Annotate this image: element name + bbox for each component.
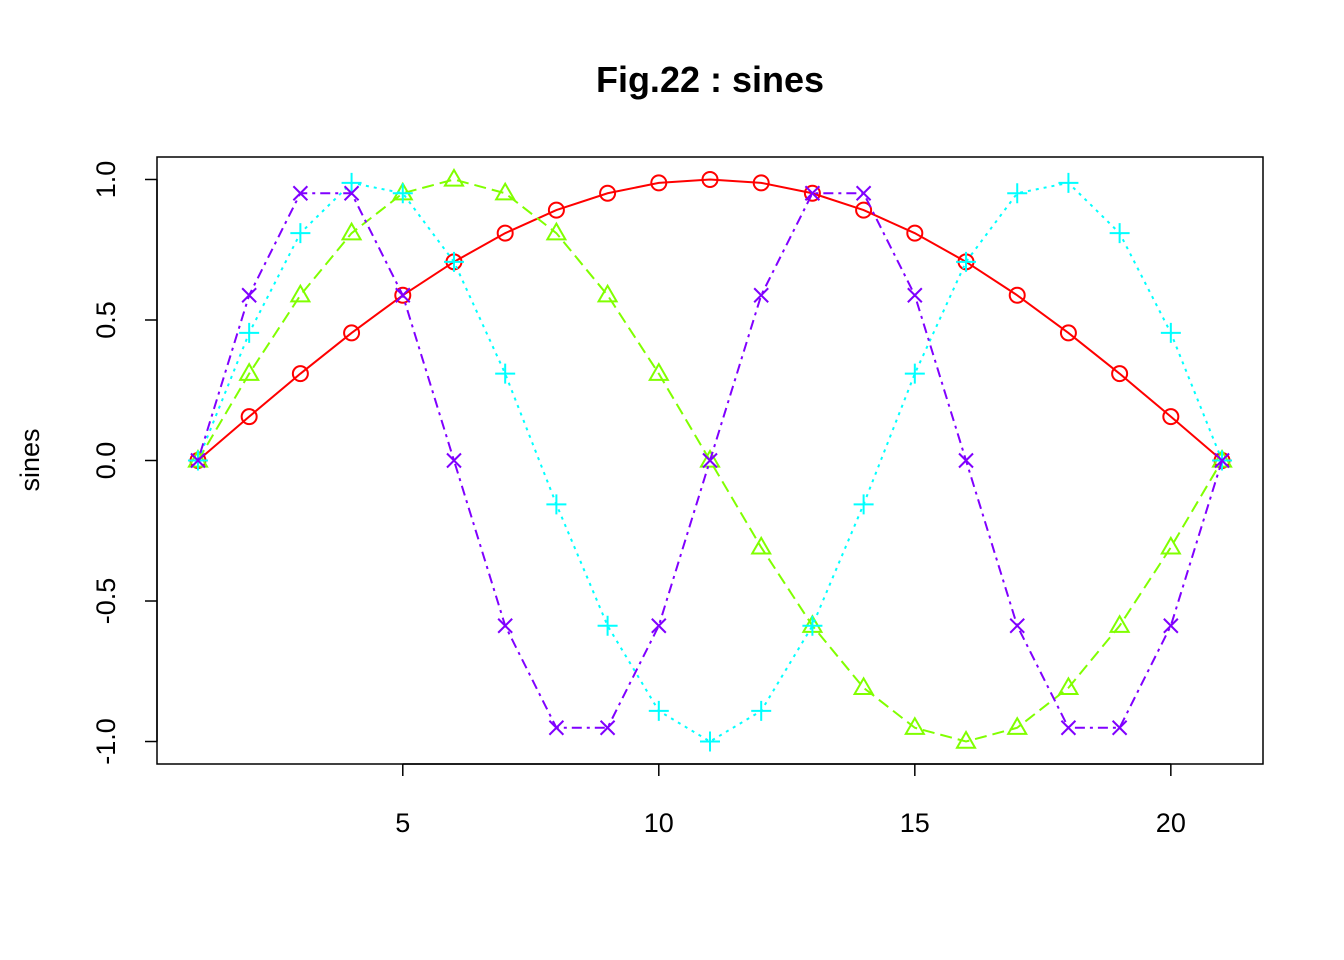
data-point — [804, 185, 821, 201]
x-tick-label: 5 — [395, 808, 410, 838]
data-point — [394, 286, 412, 304]
data-point — [548, 720, 565, 736]
x-tick-label: 10 — [644, 808, 674, 838]
chart-title: Fig.22 : sines — [596, 59, 824, 100]
data-point — [1109, 223, 1130, 244]
data-point — [292, 185, 309, 201]
y-tick-label: -0.5 — [91, 578, 121, 625]
data-point — [341, 172, 362, 193]
data-point — [241, 287, 257, 303]
series-line — [197, 178, 1223, 462]
data-point — [855, 201, 873, 219]
data-point — [852, 676, 875, 696]
x-tick-label: 15 — [900, 808, 930, 838]
data-point — [392, 183, 413, 204]
data-point — [699, 448, 721, 468]
data-point — [750, 535, 772, 555]
data-point — [802, 615, 823, 636]
data-point — [599, 184, 617, 202]
data-point — [1160, 322, 1181, 343]
series-4 — [190, 185, 1230, 736]
data-point — [907, 287, 923, 303]
data-point — [855, 185, 872, 201]
data-point — [1008, 286, 1026, 304]
data-point — [1162, 408, 1180, 426]
data-point — [803, 184, 821, 202]
data-point — [700, 731, 720, 752]
data-point — [596, 283, 619, 303]
data-point — [752, 174, 770, 192]
data-point — [597, 615, 618, 636]
data-point — [496, 224, 514, 242]
series-1 — [189, 170, 1231, 469]
data-point — [904, 716, 926, 735]
data-point — [1009, 618, 1025, 634]
data-point — [906, 224, 924, 242]
data-point — [904, 363, 925, 384]
data-point — [239, 322, 260, 343]
data-point — [956, 251, 977, 272]
data-point — [651, 618, 667, 634]
data-point — [958, 452, 974, 469]
data-point — [238, 362, 260, 381]
data-point — [1108, 614, 1131, 633]
series-3 — [187, 172, 1233, 752]
y-tick-label: -1.0 — [91, 718, 121, 765]
data-point — [290, 223, 311, 244]
data-point — [753, 287, 769, 303]
data-point — [1058, 172, 1079, 193]
data-point — [291, 365, 309, 383]
data-point — [1060, 720, 1077, 736]
data-point — [443, 251, 464, 272]
data-point — [1006, 716, 1028, 735]
data-point — [495, 363, 516, 384]
data-point — [240, 408, 258, 426]
data-point — [955, 730, 977, 749]
y-tick-label: 0.0 — [91, 442, 121, 480]
data-point — [751, 700, 772, 721]
data-point — [547, 201, 565, 219]
data-point — [1057, 676, 1080, 696]
x-tick-label: 20 — [1156, 808, 1186, 838]
data-point — [1111, 365, 1129, 383]
data-point — [343, 185, 360, 201]
data-point — [494, 181, 516, 201]
data-point — [853, 494, 874, 515]
y-axis-label: sines — [15, 428, 45, 491]
data-point — [395, 287, 411, 303]
data-point — [1059, 324, 1077, 342]
data-point — [545, 221, 568, 241]
data-point — [340, 221, 363, 241]
data-point — [648, 362, 670, 381]
series-layer — [187, 167, 1233, 752]
data-point — [497, 618, 513, 634]
data-point — [289, 283, 312, 303]
data-point — [648, 700, 669, 721]
data-point — [1160, 535, 1182, 555]
series-line — [197, 181, 1223, 743]
x-axis: 5 10 15 20 — [395, 763, 1186, 838]
data-point — [599, 720, 616, 736]
y-axis: -1.0 -0.5 0.0 0.5 1.0 — [91, 161, 158, 765]
data-point — [1007, 183, 1028, 204]
data-point — [546, 494, 567, 515]
data-point — [446, 452, 462, 469]
y-tick-label: 0.5 — [91, 301, 121, 339]
data-point — [443, 167, 465, 187]
y-tick-label: 1.0 — [91, 161, 121, 199]
data-point — [702, 452, 718, 469]
data-point — [701, 170, 719, 188]
data-point — [1163, 618, 1179, 634]
data-point — [650, 174, 668, 192]
data-point — [1214, 452, 1230, 469]
data-point — [1111, 720, 1128, 736]
data-point — [190, 452, 206, 469]
data-point — [343, 324, 361, 342]
